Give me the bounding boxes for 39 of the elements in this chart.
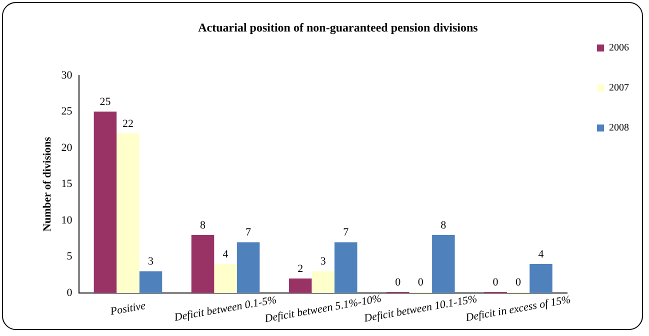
data-label: 2	[298, 262, 304, 275]
data-label: 4	[538, 248, 544, 260]
data-label: 22	[122, 118, 134, 130]
x-tick-label: Positive	[108, 300, 147, 318]
bar	[94, 112, 117, 293]
data-label: 25	[100, 96, 112, 108]
data-label: 8	[200, 219, 206, 232]
bar	[432, 234, 455, 293]
bar	[288, 278, 312, 293]
data-label: 3	[320, 256, 326, 268]
bar	[214, 264, 237, 293]
bar	[116, 133, 140, 293]
bar	[334, 242, 358, 293]
bar	[236, 242, 260, 293]
y-tick-label: 0	[66, 286, 73, 299]
bar	[191, 234, 214, 293]
legend-label: 2007	[609, 82, 629, 94]
data-label: 0	[492, 276, 499, 288]
bar	[312, 271, 334, 293]
legend-label: 2006	[609, 42, 629, 54]
data-label: 7	[246, 226, 252, 239]
data-label: 0	[515, 276, 522, 288]
data-label: 0	[418, 276, 424, 288]
data-label: 3	[148, 256, 154, 268]
data-label: 8	[440, 219, 447, 232]
legend-label: 2008	[609, 122, 629, 134]
y-tick-label: 20	[61, 142, 73, 154]
y-tick-label: 10	[61, 214, 73, 226]
y-tick-label: 5	[66, 250, 73, 263]
bar	[530, 264, 552, 293]
y-tick-label: 30	[61, 69, 73, 82]
data-label: 7	[343, 226, 350, 239]
y-tick-label: 15	[61, 178, 73, 190]
y-axis-title: Number of divisions	[41, 136, 54, 232]
data-label: 4	[222, 248, 229, 260]
y-tick-label: 25	[61, 106, 73, 118]
chart-title: Actuarial position of non-guaranteed pension divisions	[198, 20, 478, 34]
data-label: 0	[395, 276, 402, 288]
bar	[139, 271, 162, 293]
